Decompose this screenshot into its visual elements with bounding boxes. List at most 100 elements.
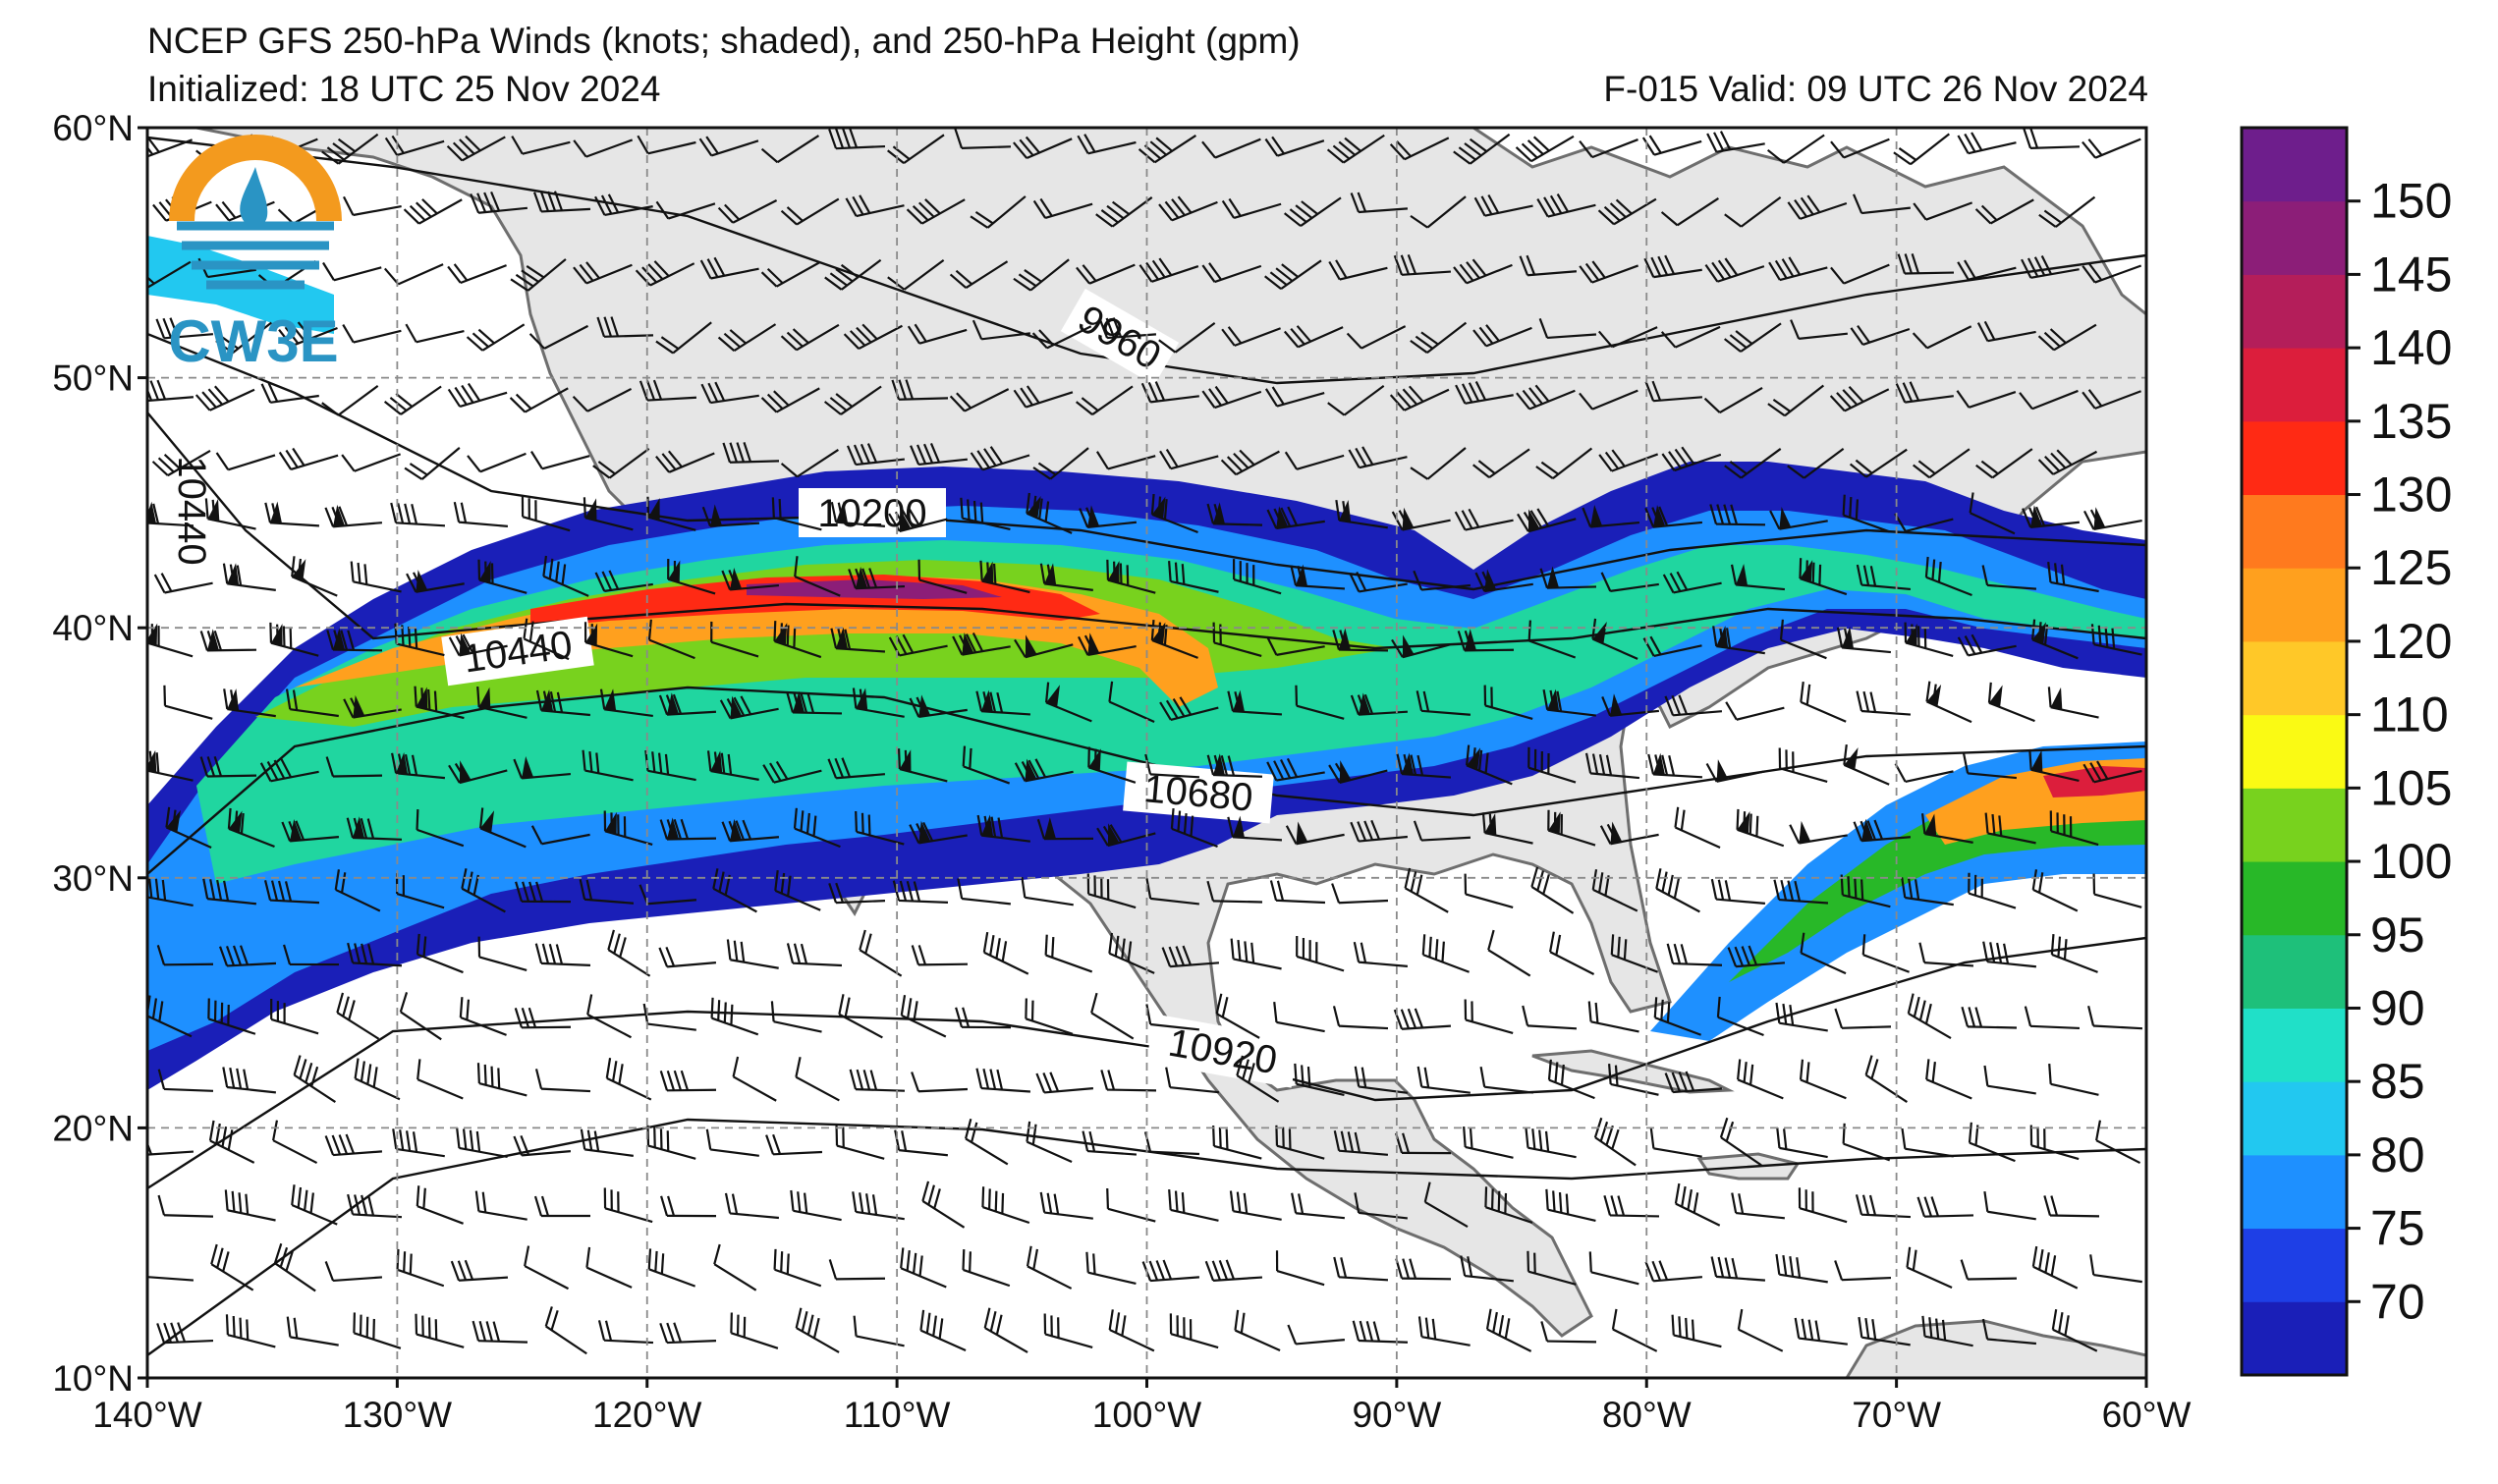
wind-barb [447, 263, 507, 285]
wind-barb [910, 443, 968, 467]
wind-barb [283, 944, 340, 966]
wind-barb [983, 1307, 1028, 1353]
wind-barb [1705, 759, 1765, 783]
wind-barb [1778, 747, 1828, 784]
wind-barb [637, 135, 696, 155]
wind-barb [264, 501, 320, 527]
wind-barb [1335, 499, 1388, 529]
wind-barb [1453, 133, 1511, 165]
wind-barb [1925, 681, 1972, 724]
wind-barb [1536, 193, 1596, 218]
wind-barb [1039, 563, 1093, 591]
wind-barb [647, 619, 695, 660]
wind-barb [321, 385, 379, 416]
wind-barb [900, 1247, 947, 1289]
wind-barb [207, 998, 256, 1035]
wind-barb [153, 573, 213, 594]
wind-barb [346, 816, 403, 841]
colorbar-label: 120 [2370, 614, 2452, 669]
wind-barb [603, 810, 653, 847]
wind-barb [1895, 381, 1954, 404]
wind-barb [730, 1312, 779, 1349]
wind-barb [446, 135, 506, 162]
wind-barb [1790, 319, 1848, 341]
wind-barb [911, 945, 969, 966]
wind-barb [780, 323, 840, 352]
wind-barb [222, 1067, 276, 1094]
wind-barb [919, 1309, 967, 1351]
wind-barb [1547, 809, 1596, 847]
wind-barb [1328, 760, 1388, 784]
wind-barb [907, 323, 968, 345]
wind-barb [1643, 254, 1702, 279]
wind-barb [900, 995, 947, 1038]
wind-barb [1530, 866, 1575, 914]
wind-barb [1159, 448, 1219, 470]
wind-barb [1787, 194, 1848, 220]
colorbar-label: 125 [2370, 540, 2452, 595]
wind-barb [582, 749, 634, 782]
wind-barb [1294, 1063, 1345, 1096]
wind-barb [1649, 1127, 1702, 1158]
wind-barb [1485, 1308, 1532, 1352]
wind-barb [773, 1248, 822, 1288]
wind-barb [1284, 451, 1345, 470]
lat-tick-label: 10°N [52, 1358, 134, 1399]
wind-barb [1984, 812, 2036, 845]
wind-barb [1660, 325, 1721, 349]
colorbar-label: 140 [2370, 320, 2452, 375]
wind-barb [2022, 505, 2080, 528]
wind-barb [383, 385, 442, 415]
wind-barb [1582, 505, 1640, 528]
wind-barb [1906, 1246, 1953, 1290]
wind-barb [479, 807, 527, 849]
wind-barb [1474, 569, 1533, 593]
wind-barb [215, 452, 276, 471]
wind-barb [222, 563, 276, 591]
wind-barb [1275, 1250, 1325, 1287]
wind-barb [1421, 934, 1470, 973]
wind-barb [635, 260, 695, 287]
wind-barb [391, 751, 446, 780]
wind-barb [1416, 690, 1471, 716]
wind-barb [1227, 815, 1283, 842]
wind-barb [605, 1058, 652, 1101]
wind-barb [326, 628, 383, 652]
wind-barb [341, 453, 402, 472]
wind-barb [1983, 1065, 2036, 1095]
wind-barb [1548, 931, 1595, 976]
wind-barb [1159, 696, 1219, 722]
wind-barb [1291, 1192, 1346, 1220]
wind-barb [416, 1059, 464, 1100]
wind-barb [1591, 618, 1638, 660]
wind-barb [157, 1069, 214, 1092]
wind-barb [1775, 1253, 1828, 1284]
wind-barb [824, 258, 882, 291]
wind-barb [1206, 753, 1263, 778]
wind-barb [470, 191, 528, 214]
wind-barb [771, 497, 822, 531]
wind-barb [1075, 385, 1134, 415]
wind-barb [713, 1243, 757, 1292]
wind-barb [1766, 134, 1825, 164]
lon-tick-label: 130°W [343, 1395, 453, 1435]
wind-barb [583, 497, 634, 531]
wind-barb [1853, 818, 1912, 843]
wind-barb [921, 1181, 966, 1229]
wind-barb [1661, 446, 1722, 472]
wind-barb [888, 633, 948, 657]
wind-barb [342, 195, 402, 217]
wind-barb [1353, 941, 1409, 967]
wind-barb [760, 387, 820, 413]
wind-barb [1579, 260, 1639, 284]
wind-barb [2047, 562, 2099, 593]
wind-barb [1014, 758, 1074, 783]
wind-barb [2037, 449, 2098, 475]
wind-barb [2090, 624, 2142, 656]
wind-barb [404, 447, 461, 480]
wind-barb [971, 319, 1030, 341]
wind-barb [347, 1193, 403, 1219]
wind-barb [1036, 817, 1094, 841]
wind-barb [157, 1194, 214, 1218]
wind-barb [1026, 1245, 1073, 1290]
